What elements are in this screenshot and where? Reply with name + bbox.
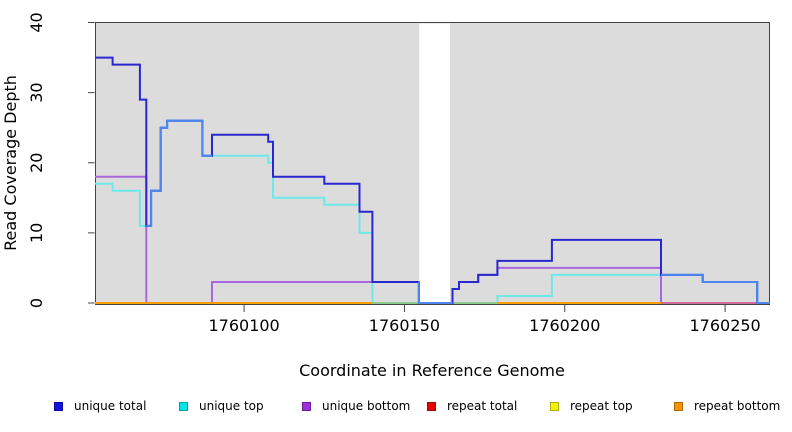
x-tick-label: 1760200 [529,316,600,335]
chart-line-unique-total-overlap [146,119,212,227]
plot-border [95,22,770,305]
masked-region [419,23,450,305]
y-tick-label: 10 [27,223,46,243]
y-tick-label: 0 [27,298,46,308]
x-tick-label: 1760250 [689,316,760,335]
chart-line-unique-total-overlap [661,273,770,304]
y-tick-label: 30 [27,82,46,102]
x-tick-label: 1760150 [369,316,440,335]
chart-line-unique-total-overlap [417,281,453,304]
x-tick-label: 1760100 [208,316,279,335]
x-axis-title: Coordinate in Reference Genome [299,361,565,380]
y-axis-title: Read Coverage Depth [1,75,20,251]
y-tick-label: 20 [27,153,46,173]
y-tick-label: 40 [27,12,46,32]
